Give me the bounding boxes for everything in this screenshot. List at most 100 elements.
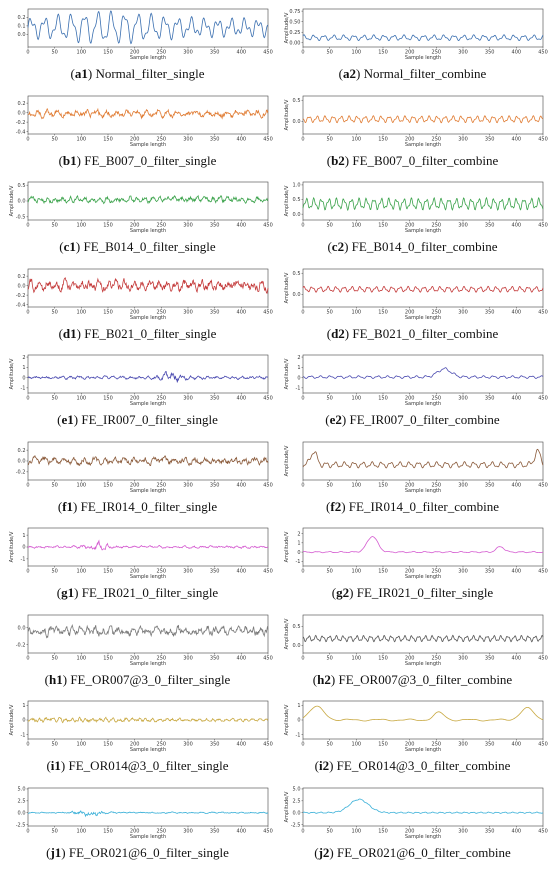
x-tick-label: 0 (26, 223, 29, 229)
x-tick-label: 250 (432, 396, 442, 402)
signal-line-j2 (302, 798, 544, 814)
plot-frame (302, 787, 544, 826)
x-tick-label: 100 (77, 396, 87, 402)
caption-a2: (a2) Normal_filter_combine (275, 66, 550, 82)
x-tick-label: 150 (378, 655, 388, 661)
caption-paren: ) (61, 844, 66, 860)
x-tick-label: 350 (210, 223, 220, 229)
y-tick-label: 0 (22, 718, 25, 724)
x-tick-label: 350 (210, 569, 220, 575)
x-axis-label: Sample length (130, 315, 166, 321)
x-tick-label: 0 (26, 309, 29, 315)
caption-paren: ) (344, 152, 350, 168)
x-tick-label: 100 (352, 482, 362, 488)
x-tick-label: 250 (432, 569, 442, 575)
y-tick-label: 0 (297, 550, 300, 556)
x-tick-label: 200 (130, 136, 140, 142)
caption-paren: ( (56, 585, 62, 600)
chart-svg-e2: 0 50 100 150 200 250 300 350 400 450 Sample length… (284, 354, 548, 407)
x-tick-label: 350 (485, 655, 495, 661)
x-tick-label: 50 (326, 223, 332, 229)
chart-svg-c2: 0 50 100 150 200 250 300 350 400 450 Sample length… (284, 181, 548, 234)
x-tick-label: 300 (458, 136, 468, 142)
plot-frame (302, 181, 544, 221)
y-tick-label: 0.5 (293, 97, 301, 103)
x-tick-label: 100 (352, 309, 362, 315)
caption-paren: ( (59, 239, 64, 254)
signal-line-f2 (302, 448, 544, 469)
x-axis-label: Sample length (405, 488, 441, 494)
caption-paren: ( (46, 758, 51, 773)
x-tick-label: 300 (183, 396, 193, 402)
x-axis-label: Sample length (130, 747, 166, 753)
x-tick-label: 300 (183, 50, 193, 56)
x-tick-label: 200 (405, 828, 415, 834)
x-tick-label: 300 (458, 50, 468, 56)
y-tick-label: 1 (297, 365, 300, 371)
x-tick-label: 350 (485, 828, 495, 834)
caption-paren: ( (327, 239, 332, 254)
caption-text: FE_B014_0_filter_combine (348, 239, 498, 254)
x-tick-label: 50 (51, 655, 57, 661)
caption-letter: b (62, 152, 71, 168)
x-tick-label: 400 (512, 655, 522, 661)
signal-line-h1 (27, 623, 269, 639)
x-tick-label: 200 (405, 309, 415, 315)
y-tick-label: 1 (297, 541, 300, 547)
x-tick-label: 300 (183, 309, 193, 315)
y-tick-label: 0.50 (289, 19, 300, 25)
caption-b2: (b2) FE_B007_0_filter_combine (275, 153, 550, 169)
x-tick-label: 250 (157, 655, 167, 661)
x-tick-label: 250 (432, 828, 442, 834)
caption-text: Normal_filter_single (92, 66, 205, 81)
caption-number: 1 (70, 152, 77, 168)
x-tick-label: 0 (26, 136, 29, 142)
x-axis-label: Sample length (130, 488, 166, 494)
y-tick-label: -1 (21, 557, 26, 563)
chart-svg-f2: 0 50 100 150 200 250 300 350 400 450 Sample length… (284, 441, 548, 494)
y-axis-label: Amplitude/V (9, 185, 15, 216)
caption-paren: ( (44, 671, 49, 687)
caption-letter: i (318, 758, 323, 773)
x-axis-label: Sample length (130, 55, 166, 61)
caption-paren: ( (58, 325, 63, 341)
x-tick-label: 300 (458, 396, 468, 402)
caption-i1: (i1) FE_OR014@3_0_filter_single (0, 758, 275, 774)
signal-line-e1 (27, 370, 269, 383)
x-axis-label: Sample length (405, 747, 441, 753)
caption-paren: ( (58, 152, 63, 168)
x-tick-label: 250 (157, 742, 167, 748)
caption-number: 1 (54, 844, 62, 860)
x-axis-label: Sample length (130, 834, 166, 840)
y-tick-label: -0.2 (16, 642, 26, 648)
caption-number: 2 (342, 585, 350, 600)
x-tick-label: 50 (326, 742, 332, 748)
caption-letter: f (62, 498, 67, 514)
caption-paren: ) (75, 239, 81, 254)
caption-text: FE_OR021@6_0_filter_combine (333, 844, 511, 860)
x-tick-label: 450 (538, 309, 548, 315)
signal-line-j1 (27, 809, 269, 817)
y-tick-label: 5.0 (293, 786, 301, 792)
x-tick-label: 300 (458, 655, 468, 661)
x-tick-label: 150 (378, 828, 388, 834)
x-axis-label: Sample length (405, 574, 441, 580)
caption-paren: ) (329, 758, 334, 773)
x-tick-label: 100 (77, 136, 87, 142)
y-axis-label: Amplitude/V (284, 12, 290, 43)
x-tick-label: 50 (326, 50, 332, 56)
x-tick-label: 400 (237, 309, 247, 315)
chart-panel-i2: 0 50 100 150 200 250 300 350 400 450 Sample length… (275, 698, 550, 785)
x-tick-label: 200 (405, 482, 415, 488)
x-axis-label: Sample length (130, 228, 166, 234)
caption-number: 2 (338, 152, 345, 168)
x-tick-label: 400 (512, 742, 522, 748)
y-tick-label: 2 (22, 355, 25, 361)
x-axis-label: Sample length (405, 228, 441, 234)
x-tick-label: 100 (77, 309, 87, 315)
x-tick-label: 300 (458, 309, 468, 315)
y-tick-label: -1 (21, 386, 26, 392)
caption-letter: j (50, 844, 55, 860)
x-axis-label: Sample length (405, 55, 441, 61)
y-axis-label: Amplitude/V (284, 618, 290, 649)
